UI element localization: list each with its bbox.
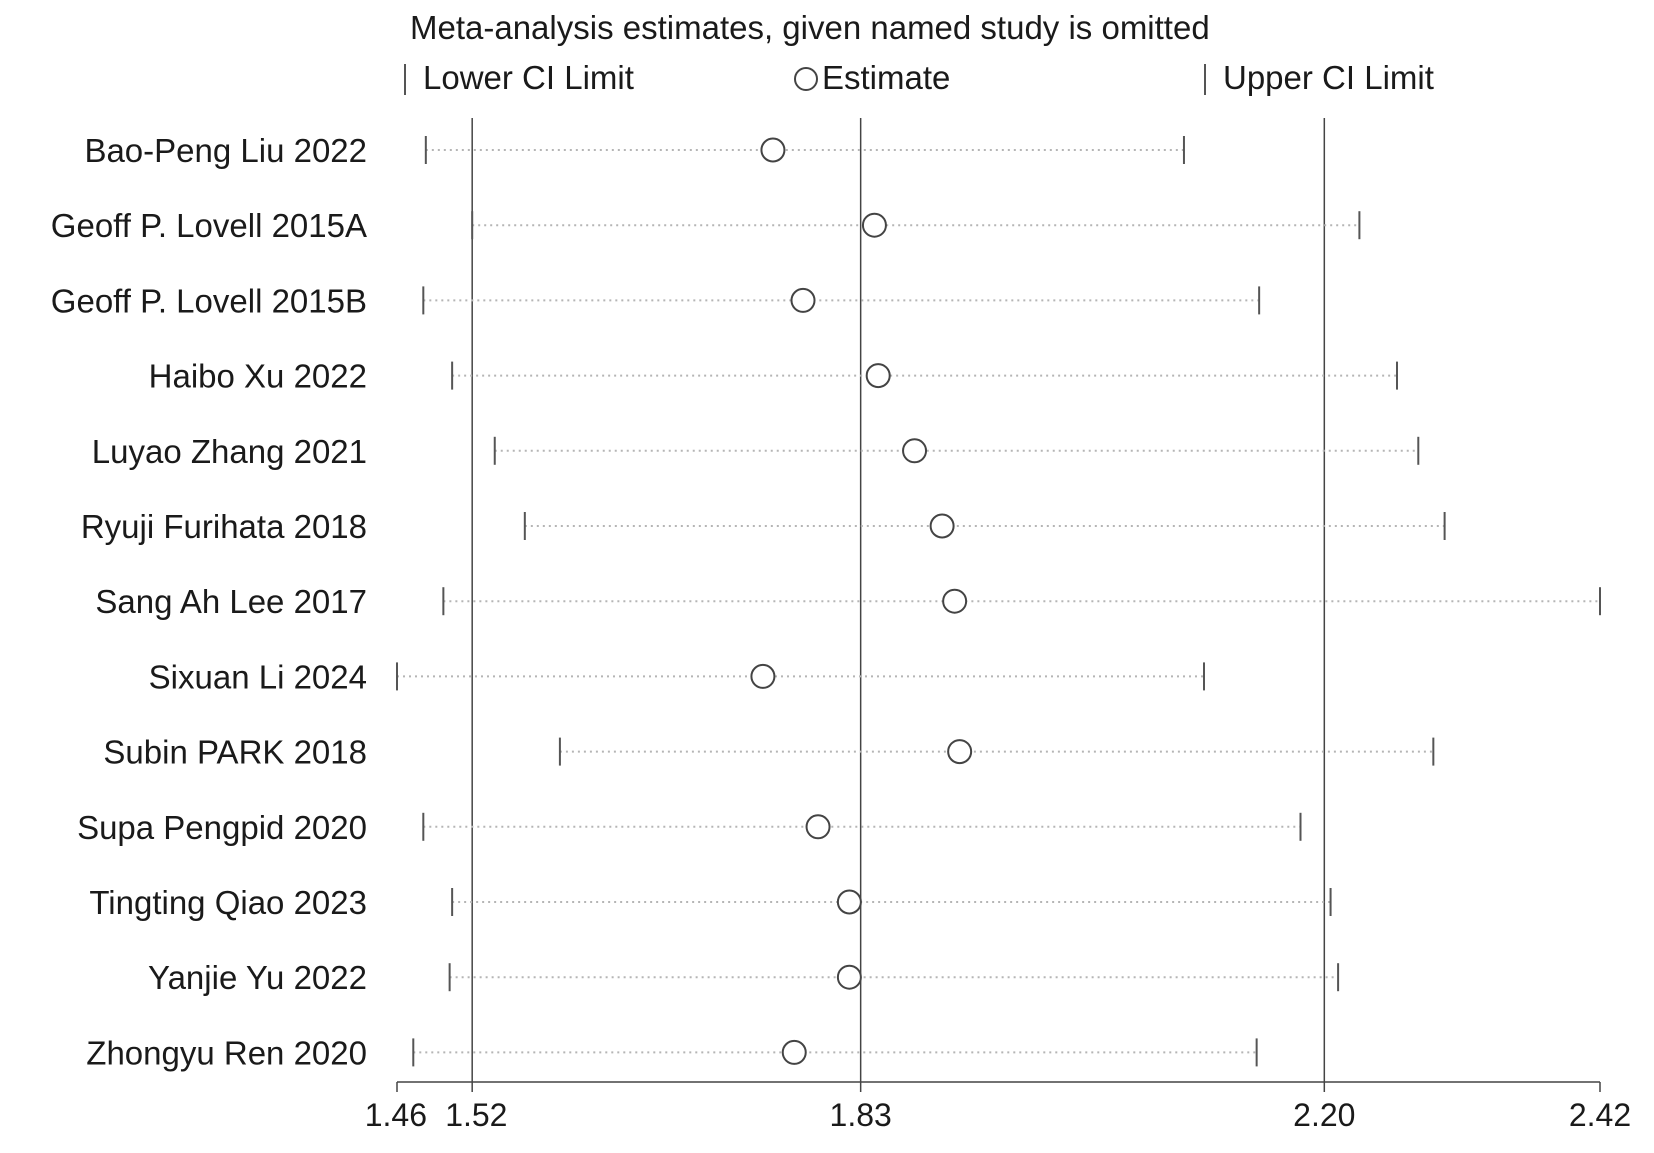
x-tick-label: 1.83 (830, 1097, 892, 1133)
study-rows: Bao-Peng Liu 2022 Geoff P. Lovell 2015A Ge… (51, 132, 1601, 1071)
study-row: Yanjie Yu 2022 (148, 959, 1340, 996)
estimate-marker (942, 588, 968, 614)
x-tick-label: 1.52 (445, 1097, 507, 1133)
study-row: Ryuji Furihata 2018 (81, 508, 1446, 545)
estimate-marker (929, 513, 955, 539)
study-label: Ryuji Furihata 2018 (81, 508, 367, 545)
x-tick-label: 2.42 (1569, 1097, 1631, 1133)
study-label: Sang Ah Lee 2017 (95, 583, 367, 620)
legend-lower-label: Lower CI Limit (423, 59, 634, 96)
study-label: Supa Pengpid 2020 (77, 809, 367, 846)
study-row: Tingting Qiao 2023 (89, 884, 1332, 921)
study-row: Supa Pengpid 2020 (77, 809, 1302, 846)
study-label: Bao-Peng Liu 2022 (84, 132, 367, 169)
estimate-marker (836, 964, 862, 990)
study-row: Sang Ah Lee 2017 (95, 583, 1601, 620)
legend: Lower CI Limit Estimate Upper CI Limit (404, 59, 1434, 96)
estimate-marker (760, 137, 786, 163)
estimate-marker (781, 1039, 807, 1065)
estimate-marker (790, 287, 816, 313)
study-row: Subin PARK 2018 (103, 734, 1435, 771)
study-label: Geoff P. Lovell 2015B (51, 282, 367, 319)
reference-lines (471, 118, 1326, 1082)
study-label: Haibo Xu 2022 (149, 358, 367, 395)
x-axis: 1.46 1.52 1.83 2.20 2.42 (365, 1081, 1631, 1133)
legend-upper-label: Upper CI Limit (1223, 59, 1434, 96)
study-label: Geoff P. Lovell 2015A (51, 207, 367, 244)
estimate-marker (836, 889, 862, 915)
study-row: Bao-Peng Liu 2022 (84, 132, 1185, 169)
estimate-marker (902, 438, 928, 464)
estimate-marker (865, 363, 891, 389)
study-row: Zhongyu Ren 2020 (86, 1034, 1258, 1071)
study-row: Geoff P. Lovell 2015A (51, 207, 1361, 244)
x-tick-label: 1.46 (365, 1097, 427, 1133)
study-label: Luyao Zhang 2021 (92, 433, 367, 470)
study-row: Sixuan Li 2024 (149, 658, 1206, 695)
estimate-marker (805, 814, 831, 840)
estimate-marker (947, 739, 973, 765)
study-label: Tingting Qiao 2023 (89, 884, 367, 921)
study-row: Haibo Xu 2022 (149, 358, 1398, 395)
legend-estimate-label: Estimate (822, 59, 950, 96)
study-label: Subin PARK 2018 (103, 734, 367, 771)
estimate-marker (750, 663, 776, 689)
study-label: Yanjie Yu 2022 (148, 959, 367, 996)
x-tick-label: 2.20 (1293, 1097, 1355, 1133)
study-row: Luyao Zhang 2021 (92, 433, 1420, 470)
study-label: Zhongyu Ren 2020 (86, 1034, 367, 1071)
study-row: Geoff P. Lovell 2015B (51, 282, 1261, 319)
chart-title: Meta-analysis estimates, given named stu… (410, 9, 1210, 46)
legend-estimate-marker (794, 67, 818, 91)
estimate-marker (861, 212, 887, 238)
study-label: Sixuan Li 2024 (149, 658, 367, 695)
